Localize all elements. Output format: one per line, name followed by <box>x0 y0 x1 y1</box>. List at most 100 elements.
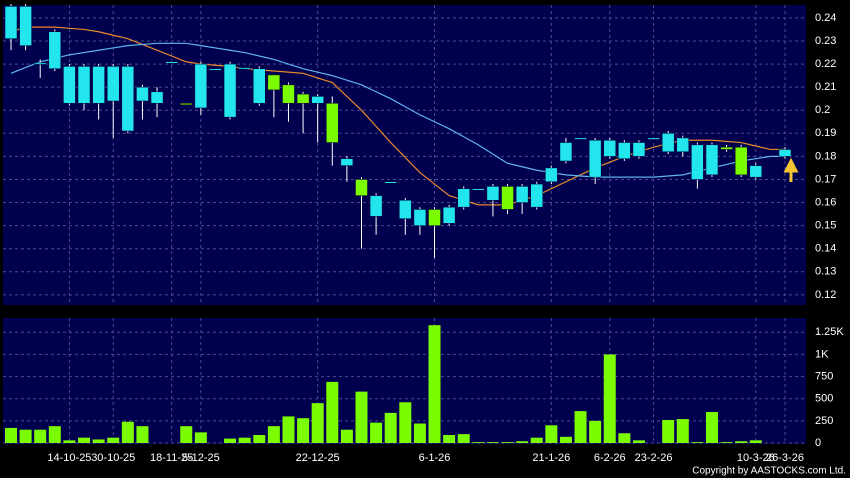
volume-bar <box>78 437 91 443</box>
candle-body <box>106 66 120 102</box>
volume-bar <box>530 437 543 443</box>
x-tick-label: 23-2-26 <box>635 452 673 464</box>
y-tick-label: 0.23 <box>815 35 836 47</box>
volume-bar <box>34 429 47 443</box>
volume-bar <box>457 434 470 443</box>
volume-bar <box>399 402 412 443</box>
candle-body <box>457 188 470 208</box>
candle-body <box>778 149 792 157</box>
current-arrow <box>783 157 799 182</box>
y-tick-label: 1.25K <box>815 326 844 338</box>
candle-body <box>734 146 748 176</box>
candle-body <box>267 74 281 91</box>
volume-bar <box>282 416 295 443</box>
candle-body <box>603 139 617 157</box>
volume-bar <box>603 354 616 443</box>
volume-bar <box>501 442 514 443</box>
candle-body <box>340 158 354 166</box>
x-tick-label: 10-3-26 <box>737 452 775 464</box>
candle-body <box>355 179 368 196</box>
y-tick-label: 0.14 <box>815 243 836 255</box>
y-tick-label: 250 <box>815 415 833 427</box>
volume-bar <box>63 440 76 443</box>
candle-body <box>559 142 573 162</box>
candle-body <box>501 186 514 210</box>
volume-bar <box>107 437 120 443</box>
volume-bar <box>720 442 733 443</box>
credit: Copyright by AASTOCKS.com Ltd. <box>692 466 846 477</box>
candle-body <box>326 103 339 143</box>
candle-body <box>4 6 18 39</box>
candle-body <box>19 6 32 46</box>
candle-body <box>661 133 675 153</box>
volume-bar <box>19 429 32 443</box>
volume-bar <box>705 412 718 443</box>
candle-body <box>574 137 587 140</box>
volume-bar <box>253 435 266 443</box>
price-panel <box>3 5 806 305</box>
candle-body <box>253 68 266 104</box>
candle-body <box>442 206 456 224</box>
volume-bar <box>267 426 280 443</box>
volume-bar <box>574 411 587 443</box>
y-tick-label: 0.24 <box>815 12 836 24</box>
candle-body <box>384 181 397 184</box>
x-tick-label: 26-3-26 <box>766 452 804 464</box>
x-tick-label: 6-2-26 <box>594 452 626 464</box>
candle-body <box>472 188 485 191</box>
candle-body <box>530 183 543 208</box>
y-tick-label: 0.22 <box>815 58 836 70</box>
candle-body <box>282 84 295 104</box>
y-tick-label: 1K <box>815 348 829 360</box>
y-tick-label: 0.19 <box>815 127 836 139</box>
y-tick-label: 500 <box>815 393 833 405</box>
volume-bar <box>311 403 324 443</box>
volume-bar <box>238 437 251 443</box>
y-tick-label: 750 <box>815 370 833 382</box>
candle-body <box>77 66 91 104</box>
candle-body <box>209 68 222 71</box>
candle-body <box>48 31 62 69</box>
y-tick-label: 0.15 <box>815 220 836 232</box>
candle-body <box>676 137 690 153</box>
volume-bar <box>5 427 17 443</box>
moving-average <box>10 42 785 178</box>
volume-bar <box>632 440 645 443</box>
candle-body <box>369 195 383 217</box>
volume-bar <box>92 439 105 443</box>
candle-body <box>165 61 178 64</box>
volume-bar <box>180 426 193 443</box>
candle-body <box>486 186 500 201</box>
candle-body <box>545 167 558 183</box>
x-tick-label: 21-1-26 <box>532 452 570 464</box>
volume-bar <box>48 426 61 443</box>
candle-body <box>413 209 427 226</box>
candle-body <box>720 146 733 150</box>
candle-body <box>618 142 631 159</box>
volume-bar <box>413 423 426 443</box>
x-tick-label: 30-10-25 <box>91 452 135 464</box>
candle-body <box>63 66 76 104</box>
volume-bar <box>370 422 383 443</box>
y-tick-label: 0.16 <box>815 196 836 208</box>
volume-bar <box>297 418 310 443</box>
plot: 0.12 0.13 0.14 0.15 0.16 0.17 0.18 0.19 0.2 0.21 0… <box>3 4 844 464</box>
volume-bar <box>486 442 499 443</box>
volume-bar <box>559 436 572 443</box>
y-tick-label: 0 <box>815 437 821 449</box>
candle-body <box>238 67 251 70</box>
volume-bar <box>516 441 529 443</box>
volume-bar <box>326 381 339 443</box>
candle-body <box>194 63 208 109</box>
candle-body <box>121 66 135 132</box>
y-tick-label: 0.21 <box>815 81 836 93</box>
x-tick-label: 6-1-26 <box>419 452 451 464</box>
candle-body <box>179 103 193 106</box>
x-tick-label: 22-12-25 <box>296 452 340 464</box>
candle-body <box>223 63 237 118</box>
volume-bar <box>545 425 558 443</box>
y-tick-label: 0.18 <box>815 150 836 162</box>
candle-body <box>749 165 763 178</box>
candle-body <box>515 186 529 203</box>
moving-average <box>10 26 785 206</box>
